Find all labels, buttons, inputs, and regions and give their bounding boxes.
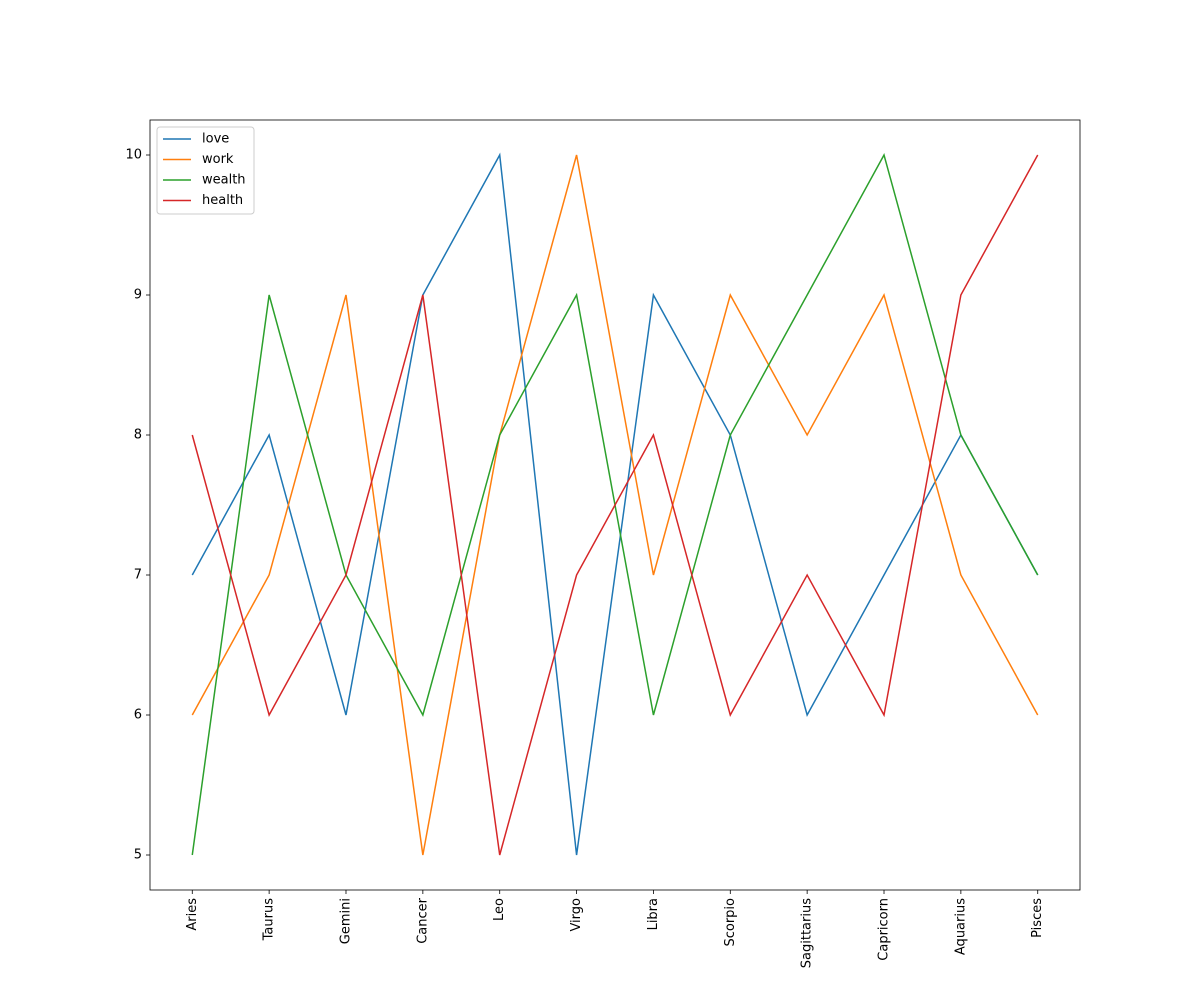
y-tick-label: 7 [134,568,142,583]
y-tick-label: 8 [134,428,142,443]
x-tick-label: Cancer [415,897,430,943]
x-tick-label: Sagittarius [800,898,815,968]
y-tick-label: 10 [125,148,142,163]
x-tick-label: Scorpio [723,898,738,947]
series-line [191,154,1039,856]
series-line [191,154,1039,856]
x-tick-label: Taurus [262,898,277,942]
legend-label: wealth [202,173,246,188]
legend-label: health [202,193,243,208]
x-tick-label: Capricorn [877,898,892,961]
y-tick-label: 5 [134,848,142,863]
y-tick-label: 6 [134,708,142,723]
x-tick-label: Aquarius [953,898,968,955]
x-tick-label: Virgo [569,898,584,932]
legend-box [156,126,255,215]
series-line [191,152,1039,856]
plot-frame [149,119,1081,891]
x-tick-label: Aries [185,898,200,931]
x-tick-label: Pisces [1030,898,1045,938]
legend-label: love [202,132,229,147]
legend: love work wealth health [156,126,255,215]
x-tick-label: Libra [646,898,661,930]
legend-label: work [202,152,234,167]
x-tick-label: Leo [492,898,507,921]
x-tick-label: Gemini [338,898,353,944]
y-tick-label: 9 [134,288,142,303]
